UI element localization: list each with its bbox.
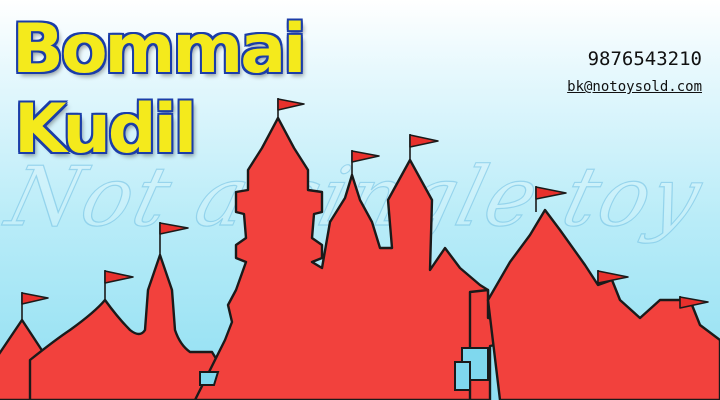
brand-name-line-1: Bommai: [12, 10, 306, 89]
email-link[interactable]: bk@notoysold.com: [567, 79, 702, 95]
phone-number: 9876543210: [587, 48, 702, 70]
brand-name-line-2: Kudil: [14, 90, 197, 169]
